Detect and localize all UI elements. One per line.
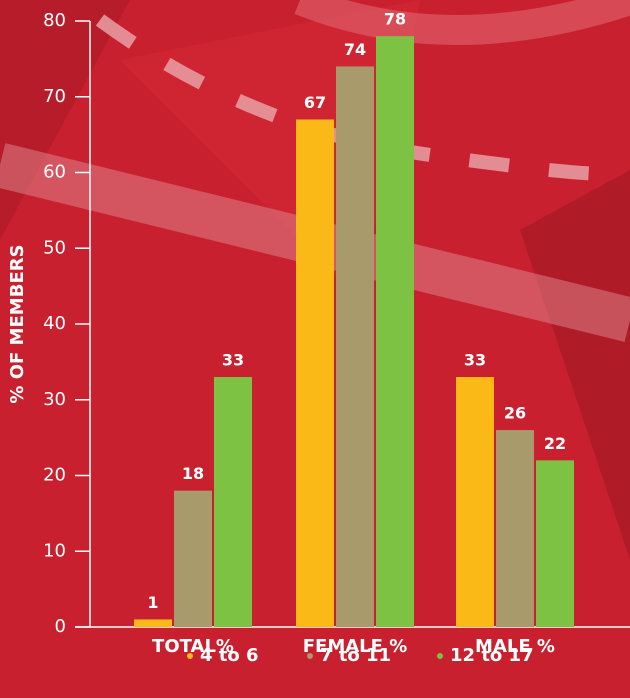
value-label: 74	[344, 40, 366, 59]
legend-marker	[437, 653, 443, 659]
decor	[294, 0, 630, 45]
bar	[376, 36, 414, 627]
value-label: 67	[304, 93, 326, 112]
value-label: 26	[504, 404, 526, 423]
bar	[496, 430, 534, 627]
y-tick-label: 30	[43, 389, 66, 410]
legend-marker	[187, 653, 193, 659]
y-tick-label: 0	[55, 616, 66, 637]
bar	[174, 490, 212, 627]
decor	[520, 170, 630, 560]
y-tick-label: 70	[43, 86, 66, 107]
bar	[214, 377, 252, 627]
y-tick-label: 60	[43, 162, 66, 183]
x-tick-label: TOTAL%	[152, 636, 234, 657]
legend-label: 12 to 17	[450, 645, 534, 666]
value-label: 1	[147, 593, 158, 612]
y-tick-label: 40	[43, 313, 66, 334]
y-axis-label: % OF MEMBERS	[7, 244, 28, 403]
bar	[536, 460, 574, 627]
y-tick-label: 10	[43, 540, 66, 561]
y-tick-label: 20	[43, 465, 66, 486]
bar	[336, 66, 374, 627]
x-tick-label: MALE %	[475, 636, 555, 657]
bar	[134, 619, 172, 627]
value-label: 33	[464, 351, 486, 370]
x-tick-label: FEMALE %	[303, 636, 408, 657]
legend-marker	[307, 653, 313, 659]
value-label: 22	[544, 434, 566, 453]
y-tick-label: 80	[43, 10, 66, 31]
legend-label: 4 to 6	[200, 645, 259, 666]
value-label: 33	[222, 351, 244, 370]
legend-label: 7 to 11	[320, 645, 391, 666]
value-label: 18	[182, 464, 204, 483]
y-tick-label: 50	[43, 237, 66, 258]
value-label: 78	[384, 10, 406, 29]
bar	[296, 119, 334, 627]
bar	[456, 377, 494, 627]
